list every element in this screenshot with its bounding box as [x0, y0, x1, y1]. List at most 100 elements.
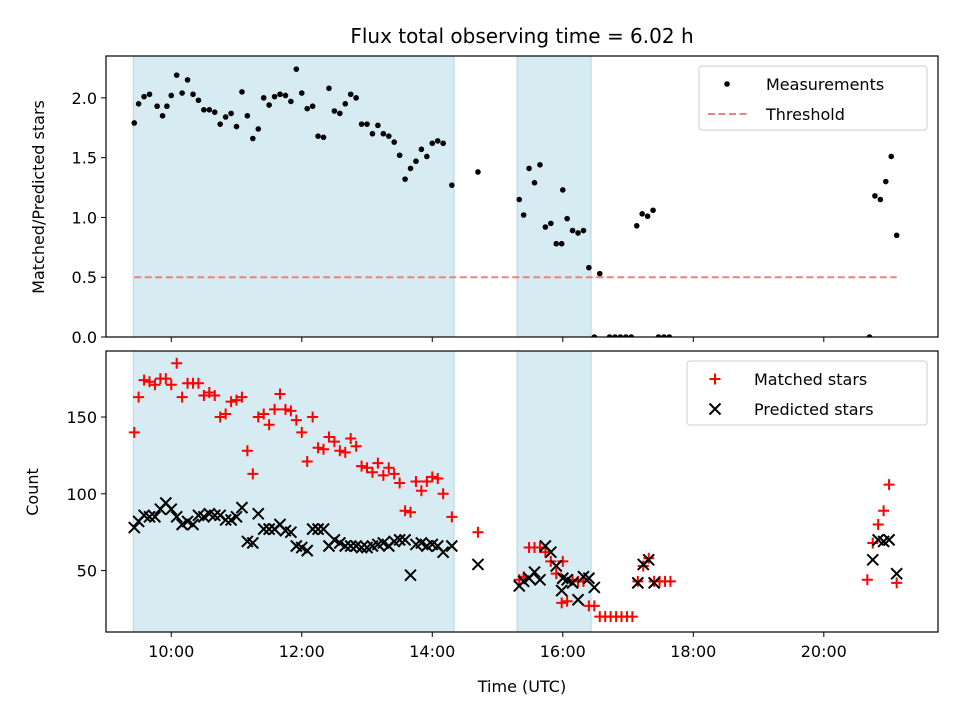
top-shaded-interval-0: [132, 55, 455, 338]
top-measurement-point-17: [222, 114, 229, 120]
bottom-predicted-star-point-83: [882, 533, 896, 547]
top-measurement-point-2: [141, 93, 147, 100]
top-measurement-point-32: [304, 105, 311, 112]
bottom-predicted-star-point-34: [311, 522, 325, 536]
bottom-shaded-interval-1: [516, 350, 592, 633]
bottom-matched-star-point-70: [561, 595, 573, 607]
bottom-matched-star-point-42: [356, 460, 368, 472]
top-measurement-point-44: [369, 130, 376, 137]
top-measurement-point-47: [385, 133, 392, 139]
top-measurement-point-38: [337, 110, 343, 117]
bottom-predicted-star-point-22: [246, 536, 260, 550]
top-measurement-point-54: [424, 153, 430, 160]
top-measurement-point-71: [569, 227, 576, 234]
bottom-matched-star-point-18: [225, 396, 237, 408]
bottom-predicted-star-point-40: [344, 539, 357, 553]
top-measurement-point-84: [644, 213, 651, 220]
top-measurement-point-78: [612, 334, 618, 337]
top-measurement-point-87: [661, 334, 667, 337]
bottom-matched-star-point-57: [437, 488, 449, 500]
bottom-predicted-star-point-69: [556, 572, 569, 585]
top-measurement-point-80: [623, 334, 629, 337]
bottom-matched-star-point-2: [138, 374, 150, 386]
top-measurement-point-81: [628, 334, 635, 337]
bottom-matched-star-point-4: [149, 379, 161, 391]
top-measurement-point-90: [872, 193, 878, 199]
bottom-predicted-star-point-33: [306, 522, 319, 536]
bottom-matched-star-point-45: [372, 457, 384, 469]
top-measurement-point-10: [184, 77, 191, 83]
top-measurement-point-25: [266, 102, 272, 108]
top-measurement-point-76: [596, 270, 603, 277]
bottom-matched-star-point-92: [872, 519, 884, 531]
bottom-matched-star-point-51: [405, 506, 417, 518]
bottom-matched-star-point-7: [165, 379, 177, 391]
bottom-legend-cross-marker: [708, 402, 722, 416]
top-measurement-point-52: [413, 158, 419, 165]
x-axis-label: Time (UTC): [477, 677, 566, 696]
bottom-predicted-star-point-76: [631, 576, 645, 590]
bottom-matched-star-point-67: [550, 568, 562, 580]
bottom-matched-star-point-30: [290, 414, 302, 426]
bottom-predicted-star-point-57: [436, 545, 450, 559]
top-measurement-point-3: [146, 91, 153, 98]
top-measurement-point-89: [866, 334, 873, 337]
top-measurement-point-46: [380, 130, 387, 137]
bottom-matched-star-point-31: [296, 426, 308, 438]
top-measurement-point-21: [244, 112, 251, 119]
top-measurement-point-7: [168, 92, 175, 99]
bottom-predicted-star-point-78: [642, 553, 655, 567]
bottom-matched-star-point-83: [632, 575, 644, 587]
bottom-matched-star-point-46: [377, 469, 389, 481]
top-legend-box: [698, 65, 928, 131]
top-y-tick-label: 0.0: [72, 328, 97, 347]
bottom-legend-label: Matched stars: [754, 370, 867, 389]
bottom-matched-star-point-58: [446, 511, 458, 523]
bottom-predicted-star-point-0: [128, 521, 141, 534]
top-measurement-point-67: [553, 240, 560, 247]
top-measurement-point-6: [164, 103, 170, 110]
bottom-matched-star-point-25: [263, 419, 275, 431]
top-measurement-point-33: [309, 103, 316, 110]
bottom-predicted-star-point-59: [471, 558, 485, 571]
bottom-matched-star-point-17: [220, 408, 232, 420]
top-measurement-point-0: [131, 120, 138, 126]
bottom-matched-star-point-59: [472, 526, 484, 538]
bottom-matched-star-point-48: [388, 468, 400, 480]
top-shaded-interval-1: [516, 55, 592, 338]
bottom-matched-star-point-29: [285, 405, 297, 417]
bottom-matched-star-point-21: [241, 445, 253, 457]
top-measurement-point-74: [586, 264, 592, 271]
bottom-predicted-star-point-32: [300, 544, 314, 557]
top-axes-frame: [105, 55, 939, 338]
top-measurement-point-61: [520, 212, 527, 218]
top-measurement-point-22: [250, 135, 256, 142]
top-measurement-point-19: [233, 123, 240, 130]
bottom-predicted-star-point-49: [393, 533, 406, 547]
top-measurement-point-24: [260, 95, 267, 101]
bottom-matched-star-point-49: [394, 477, 406, 489]
bottom-matched-star-point-75: [588, 600, 600, 612]
bottom-legend: Matched stars Predicted stars: [686, 360, 928, 426]
bottom-matched-star-point-41: [350, 440, 362, 452]
top-measurement-point-12: [195, 97, 202, 104]
bottom-x-tick-label: 14:00: [409, 642, 455, 661]
bottom-y-tick-label: 150: [66, 408, 97, 427]
top-measurement-point-27: [277, 91, 283, 98]
bottom-x-tick-label: 16:00: [540, 642, 586, 661]
bottom-matched-star-point-89: [664, 575, 676, 587]
bottom-matched-star-point-9: [176, 391, 188, 403]
bottom-matched-star-point-40: [345, 433, 357, 445]
bottom-predicted-star-point-42: [355, 541, 368, 554]
top-measurement-point-20: [239, 89, 245, 95]
top-measurement-point-79: [617, 334, 624, 337]
top-measurement-point-92: [882, 178, 889, 185]
top-y-tick-label: 0.5: [72, 268, 97, 287]
bottom-predicted-star-point-8: [170, 510, 183, 524]
bottom-matched-star-point-65: [539, 546, 551, 558]
bottom-predicted-star-point-72: [571, 593, 585, 606]
bottom-matched-star-point-34: [312, 442, 324, 454]
top-measurement-point-68: [558, 240, 565, 247]
top-y-tick-label: 1.5: [72, 149, 97, 168]
